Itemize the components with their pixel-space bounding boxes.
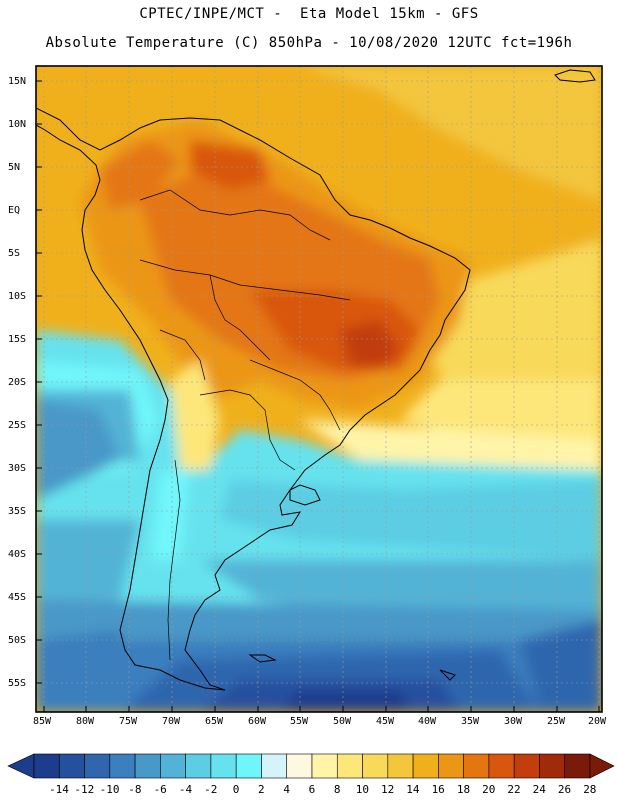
lat-label: 5S xyxy=(8,248,21,259)
colorbar-label: 6 xyxy=(308,783,316,796)
colorbar-swatch xyxy=(539,753,566,779)
lat-label: 10S xyxy=(8,291,27,302)
lat-label: 15S xyxy=(8,334,27,345)
lon-label: 75W xyxy=(119,716,138,727)
colorbar-swatch xyxy=(463,753,490,779)
colorbar-swatch xyxy=(336,753,363,779)
colorbar-label: 28 xyxy=(583,783,597,796)
lat-label: 45S xyxy=(8,592,27,603)
coastline xyxy=(36,69,596,691)
colorbar-label: 24 xyxy=(532,783,546,796)
colorbar-min-arrow xyxy=(7,753,35,779)
lat-label: 35S xyxy=(8,506,27,517)
colorbar-swatch xyxy=(210,753,237,779)
lon-label: 40W xyxy=(418,716,437,727)
colorbar-label: 22 xyxy=(507,783,521,796)
colorbar-swatch xyxy=(58,753,85,779)
lon-label: 80W xyxy=(76,716,95,727)
lon-label: 35W xyxy=(461,716,480,727)
lon-label: 65W xyxy=(205,716,224,727)
colorbar-label: 12 xyxy=(381,783,395,796)
lat-label: 10N xyxy=(8,119,27,130)
lon-label: 85W xyxy=(33,716,52,727)
colorbar-label: 18 xyxy=(456,783,471,796)
colorbar-label: -10 xyxy=(99,783,120,796)
lon-label: 45W xyxy=(376,716,395,727)
lon-label: 70W xyxy=(162,716,181,727)
lat-label: 25S xyxy=(8,420,27,431)
lon-label: 50W xyxy=(333,716,352,727)
colorbar-swatch xyxy=(564,753,591,779)
colorbar xyxy=(7,753,615,779)
colorbar-swatch xyxy=(311,753,338,779)
lon-label: 60W xyxy=(248,716,267,727)
colorbar-swatch xyxy=(286,753,313,779)
lat-label: 50S xyxy=(8,635,27,646)
colorbar-label: 2 xyxy=(258,783,265,796)
colorbar-label: -14 xyxy=(49,783,69,796)
colorbar-max-arrow xyxy=(589,753,615,779)
colorbar-swatch xyxy=(160,753,186,779)
lat-label: EQ xyxy=(8,205,21,216)
lat-label: 15N xyxy=(8,76,27,87)
colorbar-swatch xyxy=(387,753,414,779)
colorbar-swatch xyxy=(513,753,540,779)
colorbar-swatch xyxy=(84,753,111,779)
colorbar-label: -8 xyxy=(128,783,142,796)
colorbar-label: 4 xyxy=(283,783,290,796)
lon-label: 20W xyxy=(588,716,607,727)
temperature-field xyxy=(36,66,602,712)
colorbar-swatch xyxy=(185,753,212,779)
colorbar-label: -6 xyxy=(153,783,167,796)
map-frame xyxy=(35,65,603,713)
colorbar-swatch xyxy=(362,753,389,779)
colorbar-label: 20 xyxy=(482,783,496,796)
lon-label: 25W xyxy=(547,716,566,727)
lat-label: 5N xyxy=(8,162,21,173)
colorbar-label: 26 xyxy=(557,783,572,796)
lat-label: 55S xyxy=(8,678,27,689)
colorbar-swatch xyxy=(33,753,60,779)
colorbar-label: 0 xyxy=(232,783,240,796)
lat-label: 40S xyxy=(8,549,27,560)
colorbar-swatch xyxy=(134,753,161,779)
colorbar-swatch xyxy=(412,753,439,779)
colorbar-label: 10 xyxy=(355,783,369,796)
colorbar-label: -12 xyxy=(74,783,95,796)
map-title-line-1: CPTEC/INPE/MCT - Eta Model 15km - GFS xyxy=(139,6,479,22)
colorbar-swatch xyxy=(438,753,464,779)
lon-label: 30W xyxy=(504,716,523,727)
colorbar-label: 8 xyxy=(333,783,341,796)
axis-ticks xyxy=(36,80,600,712)
colorbar-swatch xyxy=(235,753,262,779)
colorbar-swatch xyxy=(488,753,515,779)
country-borders xyxy=(139,189,351,661)
colorbar-swatch xyxy=(261,753,288,779)
colorbar-label: 16 xyxy=(431,783,445,796)
lon-label: 55W xyxy=(290,716,309,727)
map-title-line-2: Absolute Temperature (C) 850hPa - 10/08/… xyxy=(45,35,573,51)
colorbar-label: -2 xyxy=(204,783,218,796)
colorbar-label: 14 xyxy=(406,783,420,796)
colorbar-swatch xyxy=(109,753,136,779)
lat-label: 20S xyxy=(8,377,27,388)
lat-label: 30S xyxy=(8,463,27,474)
colorbar-label: -4 xyxy=(178,783,193,796)
